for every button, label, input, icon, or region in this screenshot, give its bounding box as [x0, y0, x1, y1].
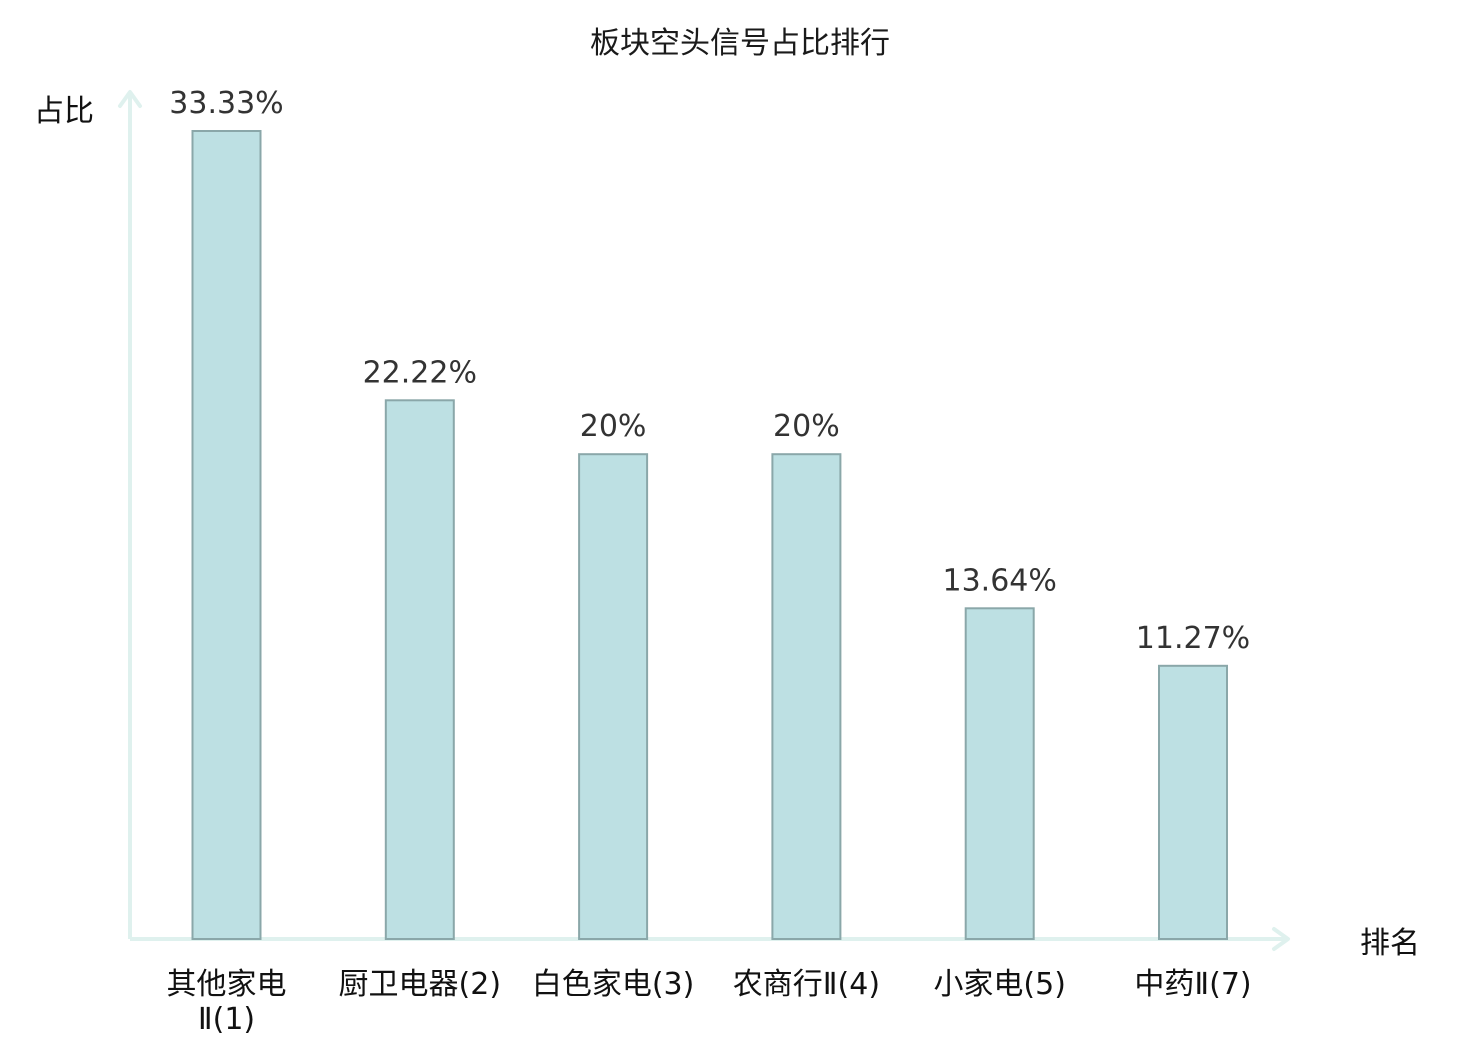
category-label: 其他家电 [167, 967, 287, 1002]
value-label: 13.64% [943, 563, 1057, 598]
category-label: 厨卫电器(2) [339, 967, 502, 1002]
y-axis-arrow [118, 90, 142, 108]
category-label: 白色家电(3) [532, 967, 695, 1002]
value-labels-group: 33.33% 22.22% 20% 20% 13.64% 11.27% [169, 86, 1250, 656]
x-axis-label: 排名 [1360, 926, 1420, 961]
category-label: 农商行Ⅱ(4) [733, 967, 880, 1002]
bars-group [191, 130, 1228, 940]
axes [118, 90, 1290, 951]
bar [1158, 664, 1228, 940]
category-label: 小家电(5) [933, 967, 1066, 1002]
bar [964, 607, 1035, 940]
value-label: 22.22% [363, 355, 477, 390]
value-label: 33.33% [169, 86, 283, 121]
bar [578, 453, 649, 940]
bar [384, 399, 455, 940]
value-label: 20% [580, 409, 647, 444]
y-axis-label: 占比 [34, 94, 94, 129]
value-label: 11.27% [1136, 621, 1250, 656]
x-axis-arrow [1272, 927, 1290, 951]
chart-title: 板块空头信号占比排行 [590, 26, 890, 61]
bar [191, 130, 262, 940]
bar [771, 453, 842, 940]
category-label: Ⅱ(1) [198, 1002, 255, 1037]
value-label: 20% [773, 409, 840, 444]
category-label: 中药Ⅱ(7) [1134, 967, 1251, 1002]
